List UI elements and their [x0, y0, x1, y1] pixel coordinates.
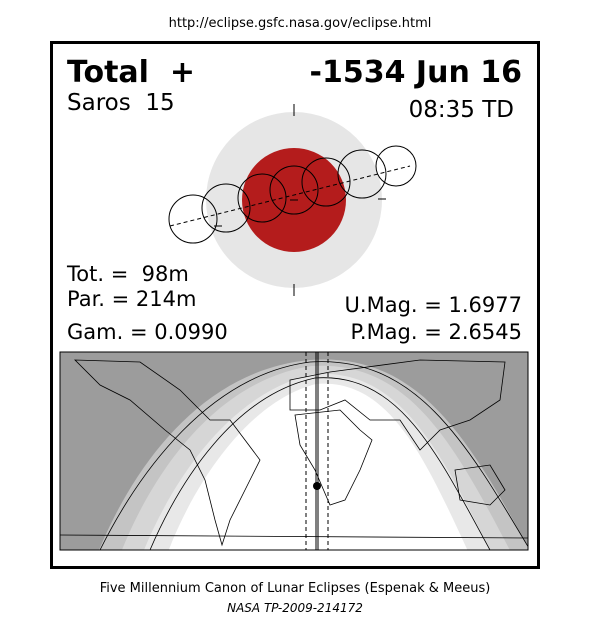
time: 08:35 TD [409, 97, 514, 123]
moon [337, 149, 387, 199]
shadow-diagram [168, 104, 417, 296]
moon [269, 165, 319, 215]
continent [294, 409, 373, 506]
totality-duration: Tot. = 98m [66, 262, 189, 286]
contact-curve [149, 377, 491, 550]
greatest-eclipse-point [313, 482, 321, 490]
eclipse-type: Total + [67, 55, 195, 90]
partial-duration: Par. = 214m [67, 287, 196, 311]
moon [201, 183, 251, 233]
moon [168, 194, 218, 244]
moon [301, 157, 351, 207]
moon [375, 145, 417, 187]
moon [237, 173, 287, 223]
canon-title: Five Millennium Canon of Lunar Eclipses … [100, 581, 491, 596]
url: http://eclipse.gsfc.nasa.gov/eclipse.htm… [169, 16, 432, 31]
umbral-magnitude: U.Mag. = 1.6977 [345, 293, 522, 317]
continent [454, 464, 506, 506]
saros: Saros 15 [67, 90, 175, 116]
antarctica [60, 534, 528, 539]
publication: NASA TP-2009-214172 [227, 601, 363, 615]
gamma: Gam. = 0.0990 [67, 320, 228, 344]
eclipse-date: -1534 Jun 16 [310, 55, 522, 90]
continent [74, 359, 261, 547]
world-map [59, 351, 529, 551]
map-border [59, 351, 529, 551]
moon-path [169, 165, 411, 227]
penumbral-magnitude: P.Mag. = 2.6545 [351, 320, 523, 344]
continent [289, 359, 506, 451]
frame [50, 41, 540, 569]
contact-curve [99, 361, 528, 550]
